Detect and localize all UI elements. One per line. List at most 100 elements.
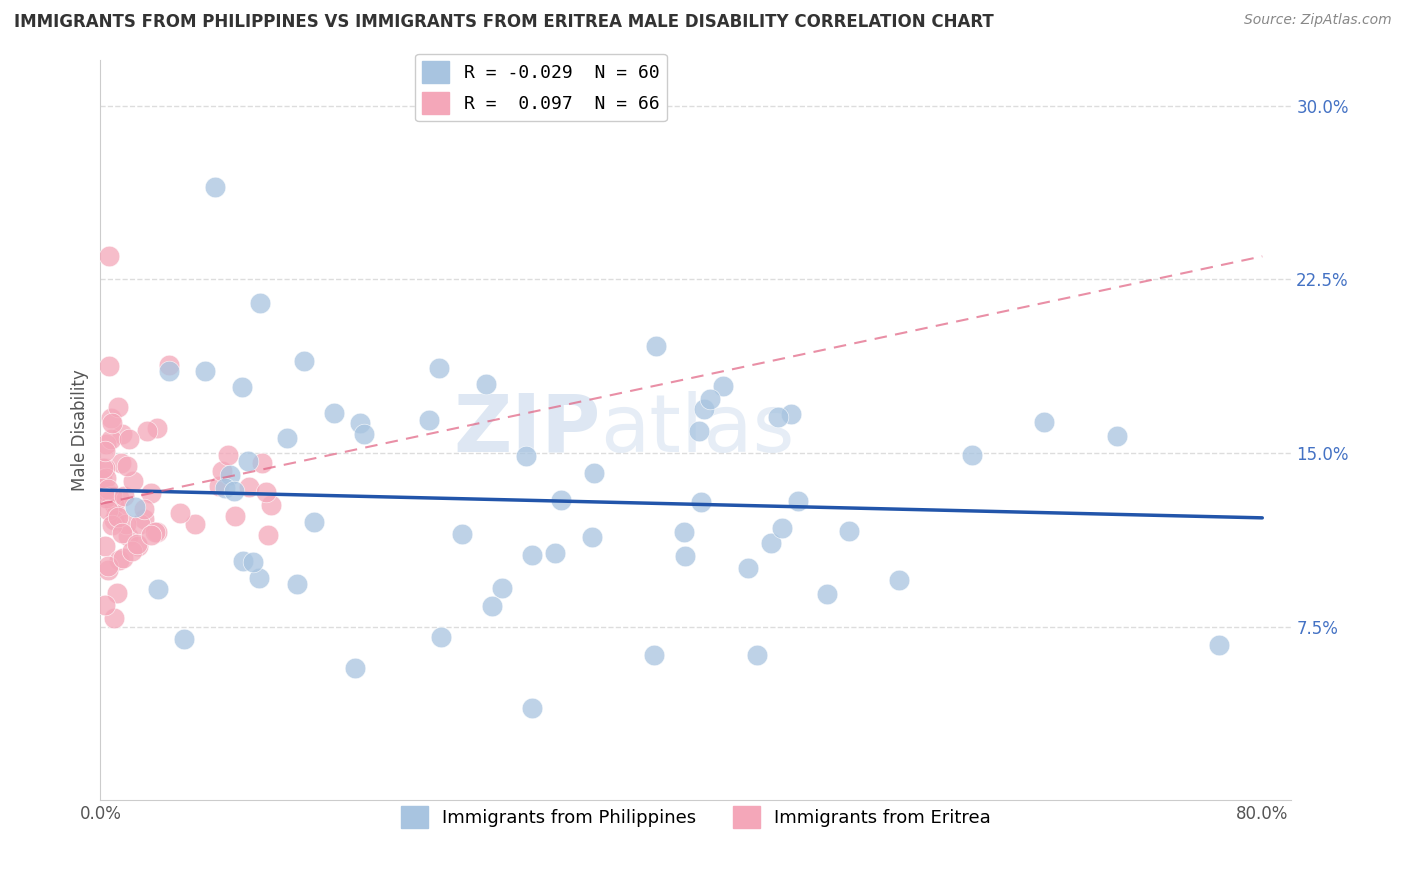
Point: [101, 517, 124, 532]
Point: [427, 361, 450, 376]
Point: [242, 555, 264, 569]
Point: [218, 467, 240, 482]
Point: [157, 359, 180, 373]
Point: [124, 500, 146, 515]
Point: [581, 530, 603, 544]
Point: [430, 630, 453, 644]
Point: [759, 536, 782, 550]
Point: [157, 364, 180, 378]
Point: [97, 482, 120, 496]
Point: [644, 338, 666, 352]
Point: [91, 482, 114, 496]
Point: [217, 448, 239, 462]
Point: [737, 561, 759, 575]
Point: [1033, 415, 1056, 429]
Point: [114, 516, 136, 531]
Point: [103, 498, 125, 512]
Point: [134, 512, 156, 526]
Point: [343, 661, 366, 675]
Point: [208, 479, 231, 493]
Point: [474, 376, 496, 391]
Point: [515, 449, 537, 463]
Point: [97, 503, 120, 517]
Point: [105, 586, 128, 600]
Point: [779, 407, 801, 421]
Point: [100, 411, 122, 425]
Point: [491, 582, 513, 596]
Point: [108, 491, 131, 505]
Point: [146, 421, 169, 435]
Point: [713, 379, 735, 393]
Text: ZIP: ZIP: [453, 391, 600, 469]
Point: [97, 559, 120, 574]
Point: [114, 489, 136, 503]
Point: [107, 510, 129, 524]
Point: [583, 466, 606, 480]
Point: [97, 563, 120, 577]
Text: atlas: atlas: [600, 391, 794, 469]
Text: IMMIGRANTS FROM PHILIPPINES VS IMMIGRANTS FROM ERITREA MALE DISABILITY CORRELATI: IMMIGRANTS FROM PHILIPPINES VS IMMIGRANT…: [14, 13, 994, 31]
Point: [673, 549, 696, 563]
Point: [222, 483, 245, 498]
Point: [94, 471, 117, 485]
Point: [254, 485, 277, 500]
Point: [889, 573, 911, 587]
Point: [252, 456, 274, 470]
Point: [169, 506, 191, 520]
Point: [194, 364, 217, 378]
Point: [122, 474, 145, 488]
Point: [121, 543, 143, 558]
Point: [107, 553, 129, 567]
Point: [103, 611, 125, 625]
Point: [1208, 638, 1230, 652]
Point: [960, 448, 983, 462]
Point: [815, 586, 838, 600]
Point: [141, 527, 163, 541]
Point: [481, 599, 503, 613]
Point: [838, 524, 860, 538]
Point: [93, 598, 115, 612]
Point: [101, 416, 124, 430]
Point: [520, 700, 543, 714]
Point: [285, 577, 308, 591]
Point: [183, 516, 205, 531]
Point: [690, 494, 713, 508]
Legend: Immigrants from Philippines, Immigrants from Eritrea: Immigrants from Philippines, Immigrants …: [394, 799, 998, 836]
Point: [94, 437, 117, 451]
Point: [145, 524, 167, 539]
Point: [98, 359, 121, 373]
Point: [772, 521, 794, 535]
Point: [418, 412, 440, 426]
Point: [98, 249, 121, 263]
Point: [146, 582, 169, 596]
Point: [276, 431, 298, 445]
Point: [107, 400, 129, 414]
Point: [672, 524, 695, 539]
Point: [211, 464, 233, 478]
Point: [236, 454, 259, 468]
Point: [786, 494, 808, 508]
Point: [353, 426, 375, 441]
Point: [544, 546, 567, 560]
Point: [136, 424, 159, 438]
Point: [110, 427, 132, 442]
Point: [100, 432, 122, 446]
Point: [224, 509, 246, 524]
Point: [91, 461, 114, 475]
Point: [302, 516, 325, 530]
Point: [125, 537, 148, 551]
Point: [117, 529, 139, 543]
Point: [110, 456, 132, 470]
Point: [101, 489, 124, 503]
Point: [550, 492, 572, 507]
Point: [129, 517, 152, 532]
Text: Source: ZipAtlas.com: Source: ZipAtlas.com: [1244, 13, 1392, 28]
Point: [249, 295, 271, 310]
Y-axis label: Male Disability: Male Disability: [72, 369, 89, 491]
Point: [118, 432, 141, 446]
Point: [349, 417, 371, 431]
Point: [204, 180, 226, 194]
Point: [256, 528, 278, 542]
Point: [745, 648, 768, 662]
Point: [94, 483, 117, 498]
